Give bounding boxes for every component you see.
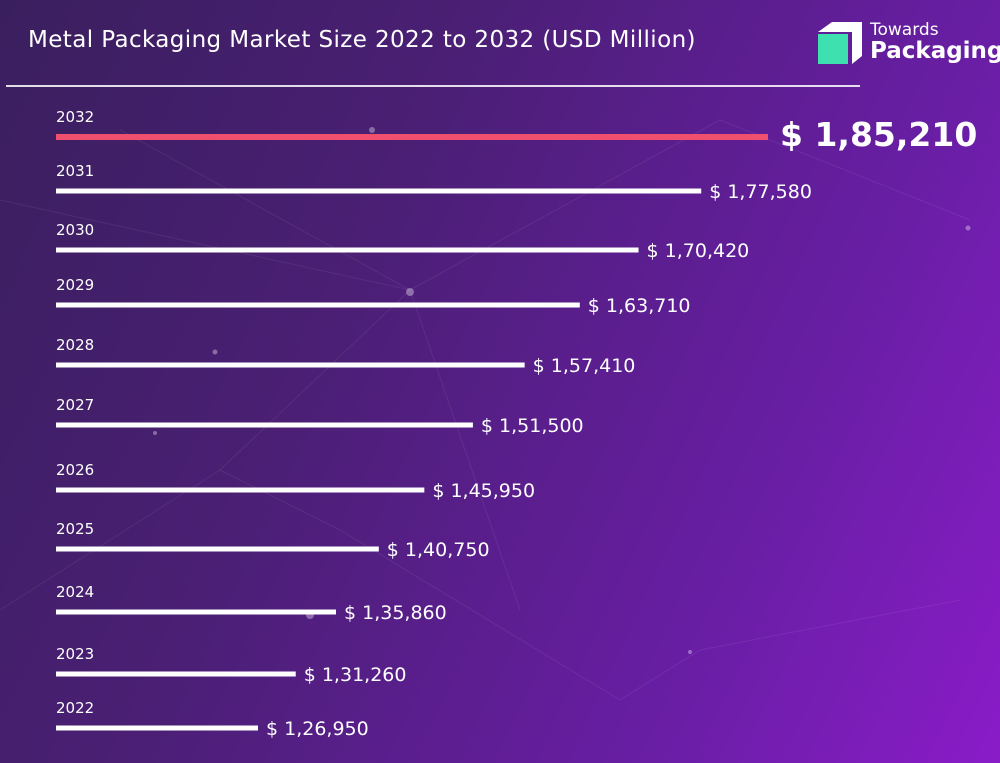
year-label: 2026 [56, 461, 94, 479]
year-label: 2028 [56, 336, 94, 354]
year-label: 2030 [56, 221, 94, 239]
year-label: 2031 [56, 162, 94, 180]
bar [56, 247, 639, 253]
year-label: 2029 [56, 276, 94, 294]
logo-text-bottom: Packaging [870, 38, 1000, 64]
year-label: 2027 [56, 396, 94, 414]
bar [56, 546, 379, 552]
year-label: 2025 [56, 520, 94, 538]
value-label: $ 1,63,710 [588, 295, 691, 317]
logo-text-top: Towards [870, 20, 939, 40]
value-label: $ 1,57,410 [533, 355, 636, 377]
bar [56, 725, 258, 731]
bar [56, 671, 296, 677]
value-label: $ 1,35,860 [344, 602, 447, 624]
year-label: 2032 [56, 108, 94, 126]
towards-packaging-logo: Towards Packaging [818, 16, 1000, 72]
bar [56, 134, 768, 140]
bar [56, 188, 702, 194]
value-label: $ 1,70,420 [647, 240, 750, 262]
value-label: $ 1,51,500 [481, 415, 584, 437]
value-label: $ 1,45,950 [432, 480, 535, 502]
bar [56, 609, 336, 615]
value-label: $ 1,40,750 [387, 539, 490, 561]
value-label: $ 1,26,950 [266, 718, 369, 740]
value-label: $ 1,77,580 [709, 181, 812, 203]
bar [56, 302, 580, 308]
value-label: $ 1,85,210 [780, 115, 977, 154]
packaging-box-icon [818, 22, 862, 64]
title-divider [6, 85, 860, 87]
bar [56, 487, 425, 493]
year-label: 2024 [56, 583, 94, 601]
bar [56, 422, 473, 428]
value-label: $ 1,31,260 [304, 664, 407, 686]
bar [56, 362, 525, 368]
year-label: 2023 [56, 645, 94, 663]
year-label: 2022 [56, 699, 94, 717]
chart-title: Metal Packaging Market Size 2022 to 2032… [28, 27, 696, 53]
